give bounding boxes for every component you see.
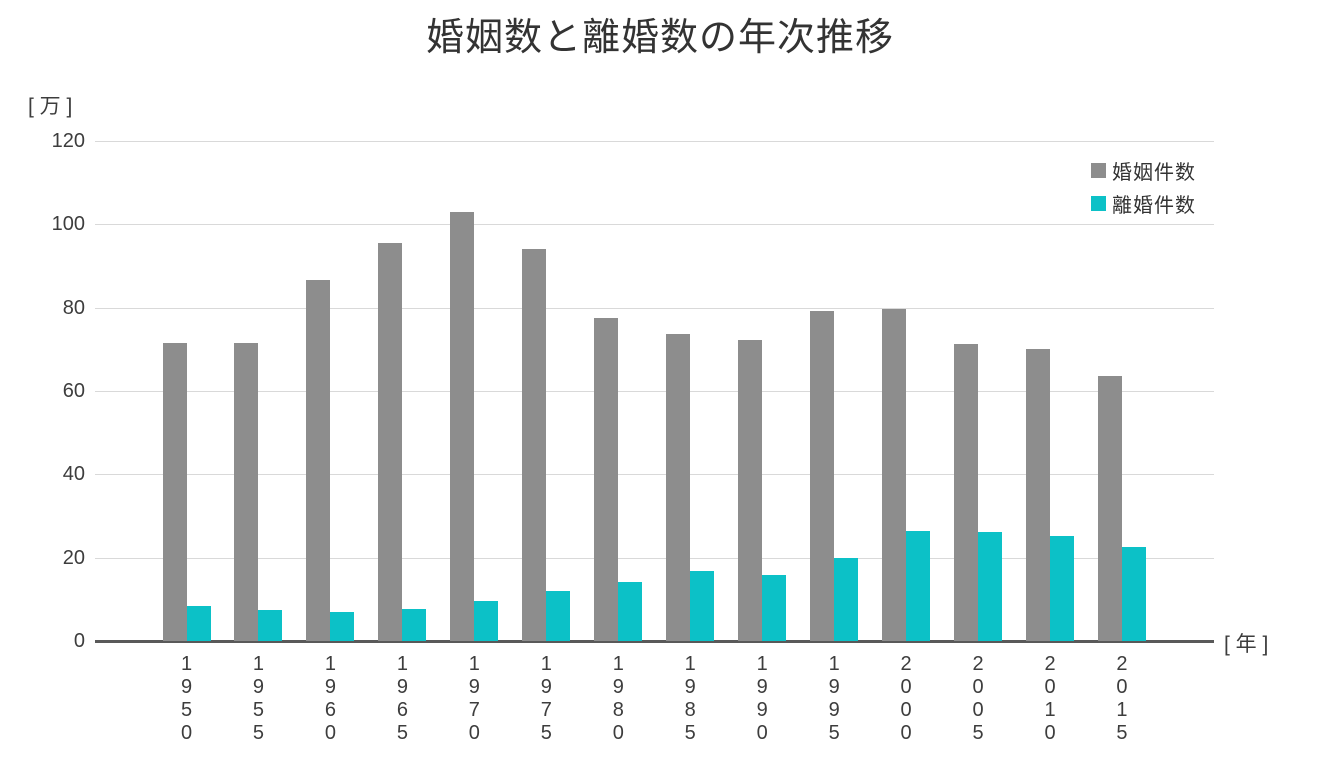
y-tick-label-40: 40: [62, 463, 85, 486]
marriage-bar-1985: [666, 334, 691, 641]
x-tick-label-2015: 2 0 1 5: [1116, 653, 1128, 744]
marriage-bar-1980: [594, 318, 619, 641]
y-tick-label-100: 100: [51, 213, 85, 236]
x-tick-label-1950: 1 9 5 0: [180, 653, 193, 744]
legend-item-marriage: 婚姻件数: [1091, 157, 1196, 184]
divorce-bar-2015: [1121, 546, 1146, 641]
marriage-bar-1965: [378, 243, 403, 641]
marriage-bar-2010: [1026, 349, 1051, 641]
marriage-bar-1960: [306, 280, 331, 641]
divorce-bar-1995: [834, 558, 859, 641]
gridline-60: [95, 391, 1214, 392]
marriage-bar-2005: [954, 343, 979, 641]
gridline-20: [95, 557, 1214, 559]
x-tick-label-2010: 2 0 1 0: [1044, 653, 1056, 744]
marriage-bar-1990: [738, 340, 763, 641]
x-tick-label-2005: 2 0 0 5: [972, 653, 984, 744]
divorce-bar-1965: [402, 608, 427, 641]
x-tick-label-1990: 1 9 9 0: [756, 653, 768, 744]
marriage-bar-1975: [522, 248, 547, 641]
y-tick-label-80: 80: [62, 296, 85, 319]
marriage-bar-2000: [882, 308, 907, 641]
marriage-bar-1950: [162, 343, 187, 641]
x-tick-label-1955: 1 9 5 5: [252, 653, 265, 744]
legend-label-marriage: 婚姻件数: [1112, 161, 1196, 184]
x-tick-label-1960: 1 9 6 0: [324, 653, 336, 744]
y-tick-label-0: 0: [73, 630, 85, 652]
x-axis-unit-label: [ 年 ]: [1224, 633, 1269, 656]
divorce-bar-1960: [330, 612, 355, 641]
y-tick-label-20: 20: [62, 546, 85, 569]
divorce-bar-1955: [258, 609, 283, 641]
x-tick-label-2000: 2 0 0 0: [900, 653, 912, 744]
x-tick-label-1965: 1 9 6 5: [396, 653, 408, 744]
marriage-bar-2015: [1097, 376, 1122, 641]
divorce-bar-1970: [474, 601, 499, 641]
divorce-bar-1990: [762, 575, 787, 641]
x-tick-label-1980: 1 9 8 0: [612, 653, 624, 744]
y-tick-label-120: 120: [51, 130, 85, 152]
divorce-bar-2010: [1050, 536, 1075, 641]
y-axis-unit-label: [ 万 ]: [28, 95, 73, 118]
x-tick-label-1970: 1 9 7 0: [468, 653, 480, 744]
divorce-bar-2000: [906, 531, 931, 641]
marriage-bar-1995: [810, 311, 835, 641]
legend: 婚姻件数 離婚件数: [1091, 157, 1196, 223]
x-tick-label-1995: 1 9 9 5: [828, 653, 840, 744]
x-axis-line: [95, 640, 1214, 643]
divorce-bar-1985: [690, 571, 715, 641]
legend-swatch-divorce: [1091, 195, 1106, 211]
divorce-bar-1980: [618, 581, 643, 641]
y-tick-label-60: 60: [62, 380, 85, 402]
divorce-bar-1950: [186, 606, 211, 641]
gridline-40: [95, 474, 1214, 476]
divorce-bar-2005: [978, 531, 1003, 641]
legend-swatch-marriage: [1091, 162, 1106, 178]
gridline-120: [95, 141, 1214, 142]
legend-label-divorce: 離婚件数: [1112, 194, 1196, 217]
gridline-80: [95, 307, 1214, 309]
gridline-100: [95, 224, 1214, 226]
x-tick-label-1985: 1 9 8 5: [684, 653, 696, 744]
x-tick-label-1975: 1 9 7 5: [540, 653, 552, 744]
marriage-bar-1970: [450, 212, 475, 641]
legend-item-divorce: 離婚件数: [1091, 190, 1196, 217]
divorce-bar-1975: [546, 591, 571, 641]
marriage-bar-1955: [234, 343, 259, 641]
chart-title: 婚姻数と離婚数の年次推移: [425, 17, 894, 59]
